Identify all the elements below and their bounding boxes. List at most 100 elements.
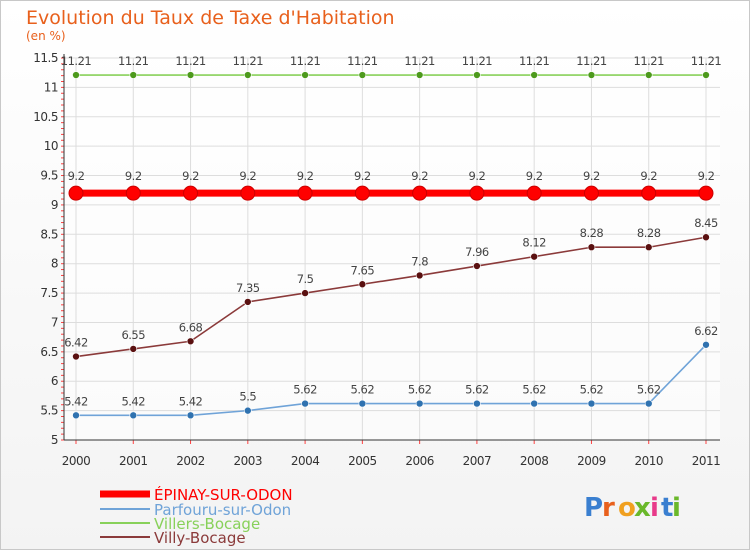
series-1: 5.42 5.42 5.42 5.5 5.62 5.62 5.62 5.62 5.62 5.62 5… xyxy=(64,324,718,420)
grid xyxy=(64,57,720,441)
data-label: 5.5 xyxy=(239,390,256,404)
x-tick-label: 2001 xyxy=(119,454,148,468)
x-tick-label: 2003 xyxy=(234,454,263,468)
logo-letter: i xyxy=(672,493,681,523)
data-point xyxy=(301,399,309,408)
data-point xyxy=(415,71,424,79)
data-label: 11.21 xyxy=(691,54,722,68)
data-label: 9.2 xyxy=(469,169,486,183)
data-point xyxy=(587,71,596,79)
y-tick-label: 10 xyxy=(44,139,58,153)
data-point xyxy=(186,71,195,79)
data-point xyxy=(68,185,84,201)
data-point xyxy=(301,289,309,297)
data-point xyxy=(641,185,657,201)
data-label: 11.21 xyxy=(462,54,493,68)
data-label: 11.21 xyxy=(61,54,92,68)
data-label: 8.45 xyxy=(694,216,718,230)
y-tick-label: 7.5 xyxy=(40,286,58,300)
data-point xyxy=(587,243,596,252)
chart-title: Evolution du Taux de Taxe d'Habitation xyxy=(26,7,395,29)
data-point xyxy=(415,271,424,280)
legend-label: Villers-Bocage xyxy=(154,515,260,533)
data-label: 9.2 xyxy=(411,169,428,183)
axes: 5 5.5 6 6.5 7 7.5 8 8.5 9 9.5 10 10.5 11 11.5 2000 2001… xyxy=(33,51,720,468)
data-point xyxy=(702,71,710,79)
data-label: 5.62 xyxy=(522,383,546,397)
data-point xyxy=(72,71,80,79)
data-point xyxy=(358,280,367,289)
data-label: 9.2 xyxy=(583,169,600,183)
logo-letter: i xyxy=(650,493,659,523)
x-tick-label: 2006 xyxy=(405,454,434,468)
data-label: 7.5 xyxy=(297,272,314,286)
y-tick-label: 9 xyxy=(51,198,58,212)
series-3: 6.42 6.55 6.68 7.35 7.5 7.65 7.8 7.96 8.12 8.28 8.… xyxy=(64,216,718,361)
data-label: 5.42 xyxy=(179,394,203,408)
data-label: 5.42 xyxy=(121,394,145,408)
data-label: 8.28 xyxy=(580,226,604,240)
data-point xyxy=(644,71,653,79)
data-point xyxy=(240,185,256,201)
data-label: 6.55 xyxy=(121,328,145,342)
y-tick-label: 9.5 xyxy=(40,169,58,183)
data-label: 11.21 xyxy=(347,54,378,68)
x-tick-label: 2002 xyxy=(176,454,205,468)
data-label: 11.21 xyxy=(404,54,435,68)
logo-letter: r xyxy=(602,493,615,523)
data-point xyxy=(644,243,653,252)
data-point xyxy=(469,185,485,201)
logo-letter: o xyxy=(618,493,636,523)
data-label: 7.96 xyxy=(465,245,489,259)
data-point xyxy=(186,337,195,346)
data-label: 9.2 xyxy=(182,169,199,183)
data-point xyxy=(530,399,538,408)
series-line xyxy=(76,344,707,417)
data-point xyxy=(698,185,714,201)
data-point xyxy=(473,262,481,270)
x-tick-label: 2009 xyxy=(577,454,606,468)
data-label: 9.2 xyxy=(640,169,657,183)
data-point xyxy=(297,185,313,201)
data-label: 11.21 xyxy=(290,54,321,68)
x-tick-label: 2010 xyxy=(634,454,663,468)
y-tick-label: 7 xyxy=(51,315,58,329)
data-point xyxy=(587,399,596,408)
data-label: 9.2 xyxy=(68,169,85,183)
logo-letter: t xyxy=(661,493,673,523)
x-tick-label: 2008 xyxy=(520,454,549,468)
legend-label: Villy-Bocage xyxy=(154,529,246,547)
data-label: 11.21 xyxy=(519,54,550,68)
data-point xyxy=(72,411,80,420)
x-tick-label: 2007 xyxy=(463,454,492,468)
data-label: 6.42 xyxy=(64,336,88,350)
data-point xyxy=(72,352,80,361)
x-tick-label: 2005 xyxy=(348,454,377,468)
data-point xyxy=(702,340,710,349)
data-label: 5.42 xyxy=(64,394,88,408)
data-label: 5.62 xyxy=(637,383,661,397)
y-tick-label: 8 xyxy=(51,257,58,271)
y-tick-label: 11.5 xyxy=(33,51,58,65)
data-point xyxy=(129,71,138,79)
data-point xyxy=(244,406,252,415)
data-label: 11.21 xyxy=(576,54,607,68)
series-layer: 11.21 11.21 11.21 11.21 11.21 11.21 11.21 11.21… xyxy=(61,54,722,420)
data-label: 11.21 xyxy=(118,54,149,68)
data-label: 9.2 xyxy=(297,169,314,183)
data-point xyxy=(415,399,424,408)
data-point xyxy=(526,185,542,201)
data-point xyxy=(129,411,138,420)
legend-label: Parfouru-sur-Odon xyxy=(154,501,291,519)
data-label: 5.62 xyxy=(351,383,375,397)
data-point xyxy=(244,298,252,306)
data-label: 8.28 xyxy=(637,226,661,240)
series-0: 9.2 9.2 9.2 9.2 9.2 9.2 9.2 9.2 9.2 9.2 9.2 9.2 xyxy=(68,169,715,201)
data-point xyxy=(129,345,138,353)
data-point xyxy=(244,71,252,79)
x-tick-label: 2011 xyxy=(692,454,721,468)
data-point xyxy=(301,71,309,79)
data-label: 7.8 xyxy=(411,254,428,268)
data-label: 9.2 xyxy=(354,169,371,183)
data-point xyxy=(530,71,538,79)
